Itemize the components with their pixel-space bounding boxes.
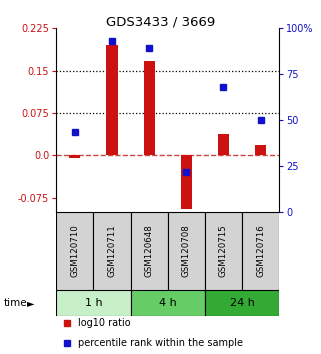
Bar (168, 212, 205, 290)
Text: 1 h: 1 h (84, 298, 102, 308)
Text: time: time (3, 298, 27, 308)
Text: GDS3433 / 3669: GDS3433 / 3669 (106, 16, 215, 29)
Bar (106, 45, 117, 155)
Bar (255, 145, 266, 155)
Text: GSM120716: GSM120716 (256, 224, 265, 277)
Text: GSM120648: GSM120648 (145, 224, 154, 277)
Text: 24 h: 24 h (230, 298, 255, 308)
Bar (69, 155, 80, 158)
Bar (56, 290, 131, 315)
Text: 4 h: 4 h (159, 298, 177, 308)
Bar (205, 212, 242, 290)
Bar (205, 290, 279, 315)
Bar (131, 290, 205, 315)
Bar (242, 212, 279, 290)
Text: ►: ► (27, 298, 34, 308)
Bar (218, 134, 229, 155)
Bar (56, 212, 93, 290)
Bar (181, 155, 192, 209)
Text: GSM120711: GSM120711 (108, 224, 117, 277)
Bar (93, 212, 131, 290)
Text: GSM120715: GSM120715 (219, 224, 228, 277)
Bar (131, 212, 168, 290)
Text: log10 ratio: log10 ratio (78, 318, 131, 328)
Bar (143, 61, 155, 155)
Text: percentile rank within the sample: percentile rank within the sample (78, 338, 244, 348)
Text: GSM120708: GSM120708 (182, 224, 191, 277)
Text: GSM120710: GSM120710 (70, 224, 79, 277)
